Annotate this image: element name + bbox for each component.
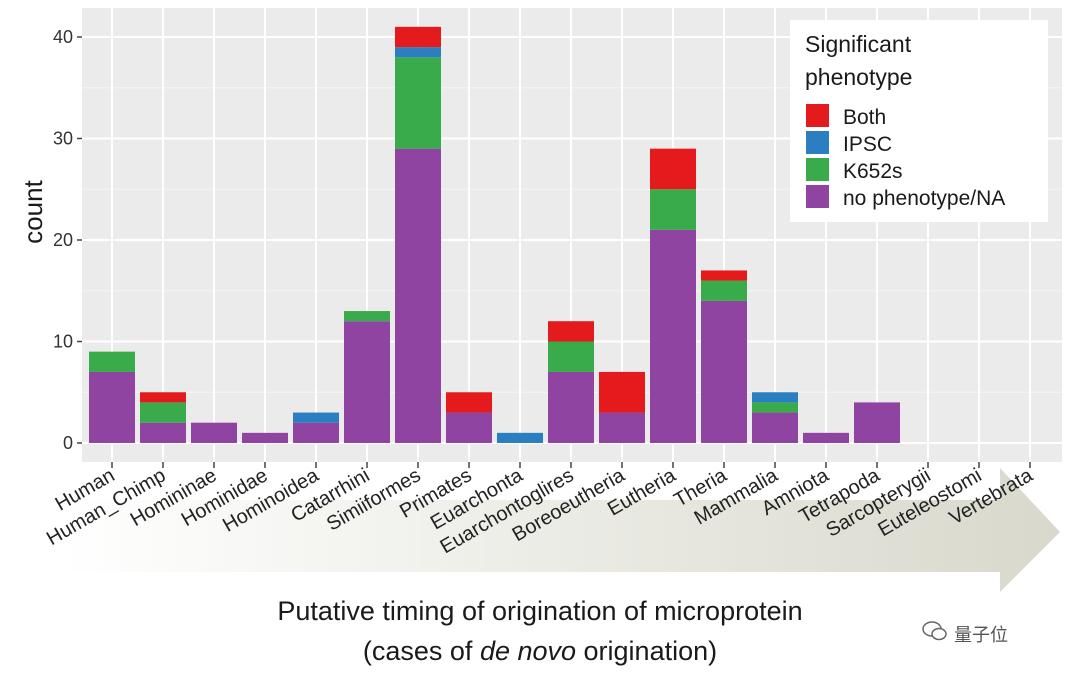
bar-segment (701, 280, 747, 301)
y-tick-label: 0 (63, 433, 73, 453)
legend-label: IPSC (843, 133, 892, 156)
y-tick-label: 30 (53, 129, 73, 149)
wechat-icon (922, 620, 948, 647)
legend-label: Both (843, 106, 886, 129)
legend-label: K652s (843, 160, 903, 183)
bar-segment (701, 300, 747, 443)
timeline-arrow (60, 468, 1060, 592)
bar-segment (650, 148, 696, 190)
bar-segment (701, 270, 747, 281)
bar-segment (395, 47, 441, 58)
x-axis-title-line1: Putative timing of origination of microp… (277, 596, 803, 626)
bar-segment (548, 321, 594, 342)
legend-label: no phenotype/NA (843, 187, 1005, 210)
bar-segment (140, 392, 186, 403)
bar-segment (446, 412, 492, 443)
bar-segment (854, 402, 900, 443)
legend-swatch (806, 131, 829, 154)
legend-swatch (806, 104, 829, 127)
watermark-text: 量子位 (954, 624, 1008, 646)
bars-group (89, 26, 900, 443)
bar-segment (497, 432, 543, 443)
legend-swatch (806, 158, 829, 181)
x-axis-title-post: origination) (576, 636, 718, 666)
bar-segment (344, 321, 390, 443)
x-axis-title-italic: de novo (479, 636, 577, 666)
legend-box (790, 20, 1048, 222)
bar-segment (89, 351, 135, 372)
bar-segment (395, 57, 441, 149)
legend-items: Both IPSC K652s no phenotype/NA (806, 104, 1005, 210)
bar-segment (599, 412, 645, 443)
bar-segment (650, 189, 696, 230)
bar-segment (293, 412, 339, 423)
legend-title-line2: phenotype (805, 64, 912, 90)
y-tick-label: 10 (53, 332, 73, 352)
x-axis-title-line2: (cases of de novo origination) (0, 636, 1080, 667)
x-axis-title-pre: (cases of (362, 636, 480, 666)
legend-swatch (806, 185, 829, 208)
bar-segment (752, 412, 798, 443)
y-tick-label: 40 (53, 27, 73, 47)
bar-segment (446, 392, 492, 413)
bar-segment (293, 422, 339, 443)
bar-segment (752, 402, 798, 413)
bar-segment (548, 341, 594, 372)
bar-segment (548, 371, 594, 443)
legend: Significant phenotype Both IPSC K652s no ph… (790, 20, 1048, 222)
bar-segment (395, 148, 441, 443)
bar-segment (650, 229, 696, 443)
bar-segment (344, 311, 390, 322)
watermark: 量子位 (922, 620, 1008, 647)
bar-segment (89, 371, 135, 443)
y-axis: 0 10 20 30 40 (53, 27, 82, 453)
bar-segment (395, 26, 441, 48)
bar-segment (599, 371, 645, 413)
legend-title-line1: Significant (805, 31, 912, 57)
bar-segment (803, 432, 849, 443)
bar-segment (191, 422, 237, 443)
bar-segment (140, 402, 186, 423)
y-tick-label: 20 (53, 230, 73, 250)
y-axis-title: count (18, 179, 48, 243)
bar-segment (140, 422, 186, 443)
bar-segment (752, 392, 798, 403)
bar-segment (242, 432, 288, 443)
